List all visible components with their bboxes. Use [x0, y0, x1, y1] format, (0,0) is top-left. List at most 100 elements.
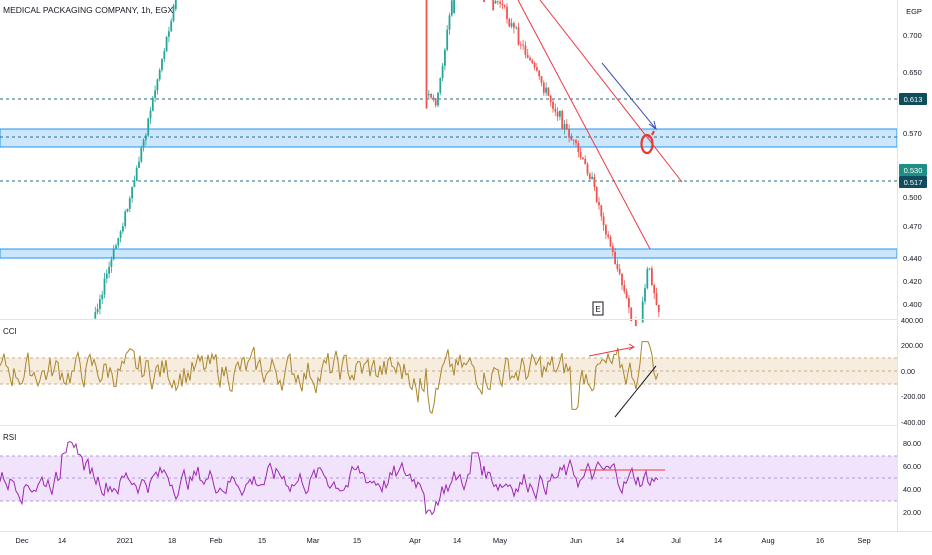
candle-body[interactable] — [135, 167, 138, 182]
candle-body[interactable] — [101, 294, 104, 300]
candle-body[interactable] — [618, 269, 621, 274]
candle-body[interactable] — [565, 123, 568, 130]
candle-body[interactable] — [611, 246, 614, 253]
candle-body[interactable] — [584, 158, 587, 165]
candle-body[interactable] — [117, 237, 120, 246]
candle-body[interactable] — [648, 268, 651, 270]
rsi-pane[interactable]: RSI — [0, 433, 897, 516]
candle-body[interactable] — [425, 0, 428, 109]
candle-body[interactable] — [115, 245, 117, 249]
candle-body[interactable] — [524, 45, 527, 55]
candle-body[interactable] — [434, 98, 437, 106]
candle-body[interactable] — [151, 97, 154, 111]
cci-trendline[interactable] — [614, 365, 657, 418]
candle-body[interactable] — [605, 225, 607, 235]
rsi-line[interactable] — [0, 441, 659, 516]
candle-body[interactable] — [641, 301, 644, 323]
candle-body[interactable] — [508, 19, 511, 27]
candle-body[interactable] — [448, 15, 451, 30]
candle-body[interactable] — [545, 87, 547, 93]
candle-body[interactable] — [450, 0, 453, 16]
candle-body[interactable] — [110, 259, 113, 267]
candle-body[interactable] — [496, 1, 499, 3]
cci-line[interactable] — [0, 341, 659, 415]
candle-body[interactable] — [99, 299, 101, 309]
candle-body[interactable] — [593, 176, 596, 188]
candle-body[interactable] — [556, 111, 559, 117]
resistance-zone[interactable] — [0, 128, 898, 148]
candle-body[interactable] — [147, 118, 150, 136]
pattern-circle-annotation[interactable] — [640, 133, 654, 155]
candle-body[interactable] — [570, 137, 573, 141]
price-axis[interactable]: EGP 0.700 0.650 0.570 0.500 0.470 0.440 … — [899, 7, 927, 309]
candle-body[interactable] — [533, 62, 536, 68]
cci-axis[interactable]: 400.00 200.00 0.00 -200.00 -400.00 — [901, 316, 925, 427]
candle-body[interactable] — [133, 181, 136, 187]
cci-divergence-line[interactable] — [588, 346, 635, 357]
candle-body[interactable] — [446, 29, 449, 50]
channel-lower-line[interactable] — [517, 0, 651, 250]
candle-body[interactable] — [444, 49, 446, 66]
candle-body[interactable] — [494, 1, 497, 4]
candle-body[interactable] — [492, 0, 495, 11]
candle-body[interactable] — [607, 234, 610, 237]
cci-pane[interactable]: CCI — [0, 327, 897, 418]
candle-body[interactable] — [108, 266, 110, 274]
candle-body[interactable] — [595, 187, 598, 203]
candle-body[interactable] — [163, 51, 166, 59]
candle-body[interactable] — [517, 27, 520, 45]
candle-body[interactable] — [579, 151, 582, 158]
candle-body[interactable] — [591, 176, 593, 180]
candle-body[interactable] — [561, 110, 564, 129]
candle-body[interactable] — [588, 173, 591, 180]
candle-body[interactable] — [453, 0, 455, 14]
candle-body[interactable] — [529, 57, 531, 61]
candle-body[interactable] — [124, 211, 127, 227]
candle-body[interactable] — [522, 44, 524, 46]
channel-upper-line[interactable] — [539, 0, 683, 183]
candle-body[interactable] — [165, 36, 168, 52]
candle-body[interactable] — [616, 263, 619, 270]
candle-body[interactable] — [96, 308, 99, 313]
candle-body[interactable] — [140, 147, 143, 162]
candle-body[interactable] — [149, 110, 152, 119]
candle-body[interactable] — [145, 135, 147, 140]
candle-body[interactable] — [542, 82, 545, 93]
candle-body[interactable] — [501, 3, 504, 6]
candle-body[interactable] — [128, 198, 131, 209]
rsi-axis[interactable]: 80.00 60.00 40.00 20.00 — [903, 439, 921, 517]
candle-body[interactable] — [430, 93, 432, 98]
candle-body[interactable] — [161, 58, 163, 70]
candle-body[interactable] — [168, 31, 170, 37]
candle-body[interactable] — [142, 139, 145, 148]
candle-body[interactable] — [598, 202, 600, 206]
candle-body[interactable] — [503, 5, 506, 7]
candle-body[interactable] — [112, 248, 115, 260]
candle-body[interactable] — [547, 87, 550, 96]
candle-body[interactable] — [536, 67, 538, 71]
candle-body[interactable] — [156, 79, 159, 91]
candle-body[interactable] — [634, 319, 637, 327]
candle-body[interactable] — [131, 186, 133, 199]
candle-body[interactable] — [554, 108, 557, 112]
candle-body[interactable] — [609, 236, 612, 247]
candle-body[interactable] — [586, 164, 589, 174]
candle-body[interactable] — [427, 93, 430, 96]
candle-body[interactable] — [531, 60, 534, 63]
candle-body[interactable] — [432, 97, 435, 99]
support-zone[interactable] — [0, 248, 898, 259]
trend-arrow-line[interactable] — [601, 62, 657, 130]
candle-body[interactable] — [506, 6, 508, 20]
candle-body[interactable] — [575, 140, 577, 144]
candle-body[interactable] — [138, 161, 140, 168]
candle-body[interactable] — [563, 123, 566, 129]
earnings-marker[interactable] — [592, 301, 604, 316]
candle-body[interactable] — [600, 205, 603, 217]
candle-body[interactable] — [519, 44, 522, 46]
candle-body[interactable] — [602, 216, 605, 226]
candle-body[interactable] — [126, 208, 129, 212]
candle-body[interactable] — [158, 69, 161, 80]
candle-body[interactable] — [582, 157, 584, 159]
candle-body[interactable] — [540, 76, 543, 83]
